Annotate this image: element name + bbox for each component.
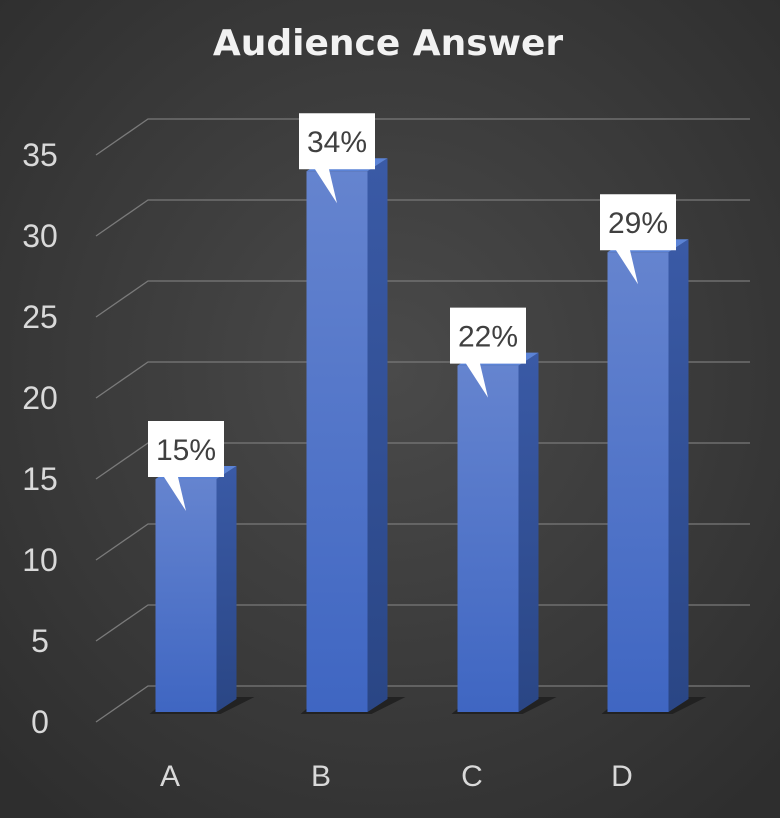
- data-label-box: [600, 194, 676, 285]
- data-label-box: [148, 421, 224, 511]
- data-labels: 15% 34% 22% 29%: [148, 113, 676, 511]
- gridline: [95, 199, 750, 237]
- bar-front: [607, 252, 669, 712]
- bar-side: [668, 239, 689, 712]
- gridline: [95, 685, 750, 723]
- y-tick-label: 20: [22, 380, 58, 416]
- y-tick-label: 30: [22, 218, 58, 254]
- data-label-box: [299, 113, 375, 204]
- data-label: 29%: [608, 207, 668, 240]
- bar-front: [457, 365, 519, 712]
- y-axis-ticks: 0 5 10 15 20 25 30 35: [22, 137, 58, 740]
- data-label-callout: 34%: [299, 113, 375, 204]
- bar-side: [518, 352, 539, 712]
- bar-C: [451, 352, 557, 714]
- gridline: [95, 604, 750, 642]
- gridline: [95, 361, 750, 399]
- category-label: A: [160, 760, 180, 793]
- bar-front: [306, 171, 368, 712]
- gridline: [95, 523, 750, 561]
- bar-front: [155, 479, 217, 712]
- y-tick-label: 0: [31, 704, 49, 740]
- data-label-callout: 22%: [450, 307, 526, 398]
- gridline: [95, 118, 750, 156]
- data-label-callout: 29%: [600, 194, 676, 285]
- y-tick-label: 15: [22, 461, 58, 497]
- bar-side: [367, 158, 388, 712]
- bar-side: [216, 466, 237, 712]
- data-label: 22%: [458, 321, 518, 354]
- bar-A: [149, 466, 255, 714]
- data-label-callout: 15%: [148, 421, 224, 511]
- y-tick-label: 10: [22, 542, 58, 578]
- gridlines: [95, 118, 750, 723]
- y-tick-label: 5: [31, 623, 49, 659]
- data-label: 34%: [307, 126, 367, 159]
- x-axis-categories: A B C D: [160, 760, 633, 793]
- gridline: [95, 280, 750, 318]
- y-tick-label: 25: [22, 299, 58, 335]
- category-label: C: [461, 760, 483, 793]
- y-tick-label: 35: [22, 137, 58, 173]
- chart-title: Audience Answer: [213, 23, 564, 64]
- category-label: D: [611, 760, 633, 793]
- category-label: B: [311, 760, 331, 793]
- data-label-box: [450, 307, 526, 398]
- data-label: 15%: [156, 434, 216, 467]
